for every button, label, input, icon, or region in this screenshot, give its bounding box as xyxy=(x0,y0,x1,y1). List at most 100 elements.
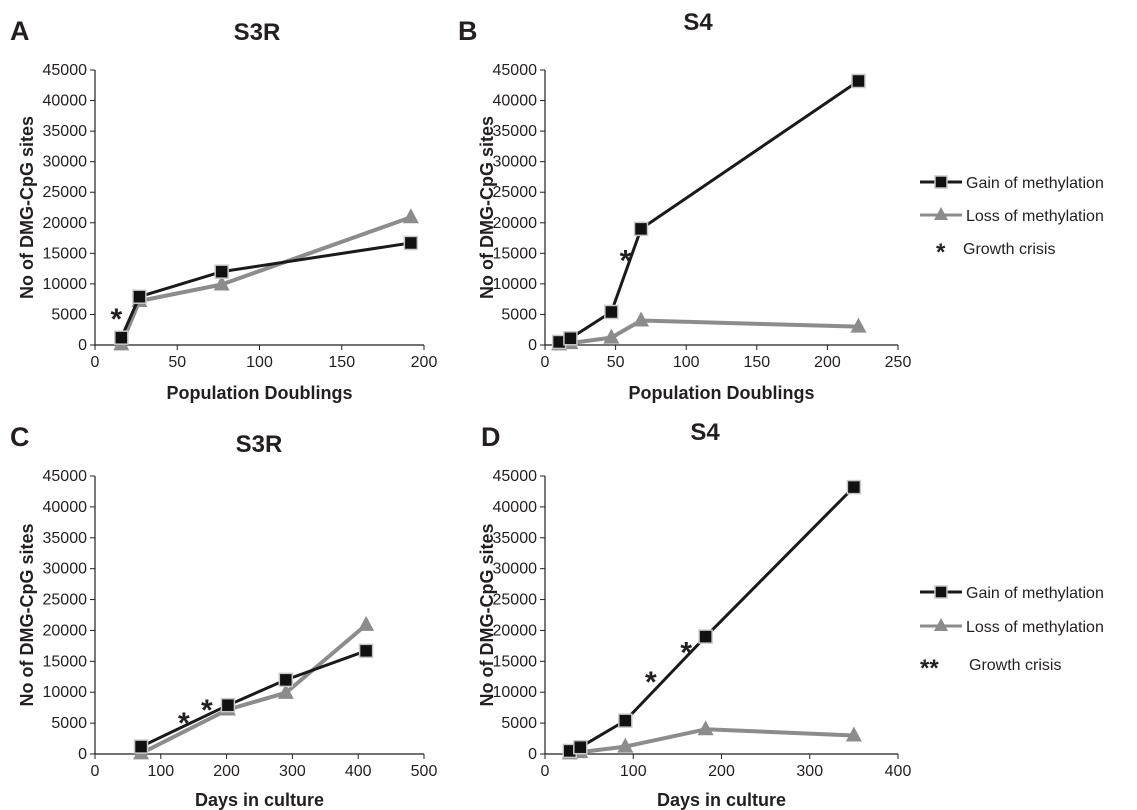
legend-crisis-label: Growth crisis xyxy=(969,657,1061,674)
legend-gain-label: Gain of methylation xyxy=(966,175,1104,192)
y-tick-label: 40000 xyxy=(43,499,88,516)
loss-series-line xyxy=(558,318,859,347)
x-axis-label: Days in culture xyxy=(657,790,786,810)
gain-point xyxy=(403,235,419,251)
y-tick-label: 35000 xyxy=(43,123,88,140)
loss-point xyxy=(697,720,714,736)
y-tick-label: 25000 xyxy=(43,184,88,201)
growth-crisis-marker: * xyxy=(111,303,123,336)
x-tick-label: 200 xyxy=(708,763,735,780)
y-tick-label: 20000 xyxy=(493,215,538,232)
y-tick-label: 5000 xyxy=(501,306,537,323)
legend-loss-label: Loss of methylation xyxy=(966,208,1104,225)
y-tick-label: 45000 xyxy=(493,62,538,79)
gain-point xyxy=(604,304,619,320)
gain-point xyxy=(846,479,862,495)
growth-crisis-marker: * xyxy=(201,694,213,727)
legend-gain-label: Gain of methylation xyxy=(966,585,1104,602)
gain-point xyxy=(563,331,578,346)
x-tick-label: 150 xyxy=(743,354,770,371)
y-tick-label: 35000 xyxy=(493,123,538,140)
chart-panel-c: C S3R050001000015000200002500030000350004… xyxy=(10,422,437,810)
legend-loss-label: Loss of methylation xyxy=(966,619,1104,636)
x-tick-label: 200 xyxy=(213,763,240,780)
legend-crisis-symbol: * xyxy=(936,239,946,266)
y-tick-label: 45000 xyxy=(43,62,88,79)
x-tick-label: 200 xyxy=(814,354,841,371)
chart-panels: A S3R050001000015000200002500030000350004… xyxy=(10,9,911,810)
gain-point xyxy=(633,221,649,237)
chart-title: S4 xyxy=(690,419,720,446)
loss-point xyxy=(617,737,634,753)
y-tick-label: 5000 xyxy=(51,306,87,323)
x-tick-label: 50 xyxy=(607,354,625,371)
y-tick-label: 40000 xyxy=(493,499,538,516)
loss-point xyxy=(850,317,867,333)
x-tick-label: 100 xyxy=(620,763,647,780)
x-tick-label: 100 xyxy=(246,354,273,371)
gain-point xyxy=(698,629,713,644)
x-tick-label: 300 xyxy=(796,763,823,780)
x-tick-label: 100 xyxy=(673,354,700,371)
legend-top: Gain of methylation Loss of methylation … xyxy=(920,175,1104,266)
y-tick-label: 25000 xyxy=(493,592,538,609)
x-tick-label: 50 xyxy=(168,354,186,371)
panel-letter: B xyxy=(458,16,478,46)
y-axis-label: No of DMG-CpG sites xyxy=(477,524,497,707)
y-tick-label: 40000 xyxy=(43,93,88,110)
x-tick-label: 0 xyxy=(91,763,100,780)
y-tick-label: 45000 xyxy=(493,468,538,485)
chart-panel-b: B S4 0 5000 10000 15000 20000 25000 30000 35000 40… xyxy=(458,9,911,403)
legend-crisis-symbol: ** xyxy=(920,655,939,682)
x-tick-label: 0 xyxy=(91,354,100,371)
gain-series-line xyxy=(119,241,412,339)
loss-point xyxy=(603,328,620,344)
y-tick-label: 10000 xyxy=(493,276,538,293)
y-tick-label: 15000 xyxy=(493,245,538,262)
y-axis-label: No of DMG-CpG sites xyxy=(17,524,37,707)
y-tick-label: 30000 xyxy=(43,561,88,578)
y-tick-label: 0 xyxy=(528,337,537,354)
legend-loss-marker xyxy=(934,207,948,220)
legend-gain-marker xyxy=(934,175,948,189)
y-tick-label: 15000 xyxy=(43,245,88,262)
growth-crisis-marker: * xyxy=(620,245,632,278)
gain-point xyxy=(358,643,374,659)
loss-point xyxy=(845,726,862,742)
y-tick-label: 20000 xyxy=(43,622,88,639)
y-tick-label: 35000 xyxy=(493,530,538,547)
x-axis-label: Days in culture xyxy=(195,790,324,810)
y-tick-label: 30000 xyxy=(43,154,88,171)
chart-title: S4 xyxy=(683,9,713,36)
y-tick-label: 25000 xyxy=(43,592,88,609)
legend-bottom: Gain of methylation Loss of methylation … xyxy=(920,585,1104,682)
gain-series-line xyxy=(558,79,860,344)
loss-point xyxy=(277,683,294,699)
legend-gain-marker xyxy=(934,585,948,599)
y-tick-label: 25000 xyxy=(493,184,538,201)
y-tick-label: 45000 xyxy=(43,468,88,485)
y-tick-label: 15000 xyxy=(43,653,88,670)
y-tick-label: 10000 xyxy=(43,276,88,293)
loss-point xyxy=(358,615,375,631)
x-tick-label: 0 xyxy=(541,354,550,371)
y-axis-label: No of DMG-CpG sites xyxy=(477,116,497,299)
y-tick-label: 30000 xyxy=(493,561,538,578)
growth-crisis-marker: * xyxy=(680,637,692,670)
gain-point xyxy=(618,713,633,728)
y-tick-label: 20000 xyxy=(43,215,88,232)
x-tick-label: 250 xyxy=(885,354,912,371)
panel-letter: D xyxy=(481,422,501,452)
panel-letter: C xyxy=(10,422,30,452)
gain-point xyxy=(220,697,236,713)
gain-series-line xyxy=(569,486,855,753)
gain-point xyxy=(573,739,588,755)
growth-crisis-marker: * xyxy=(178,707,190,740)
x-tick-label: 200 xyxy=(411,354,438,371)
gain-series-line xyxy=(140,649,367,748)
y-tick-label: 35000 xyxy=(43,530,88,547)
y-axis-label: No of DMG-CpG sites xyxy=(17,116,37,299)
gain-point xyxy=(214,264,229,279)
x-tick-label: 150 xyxy=(328,354,355,371)
